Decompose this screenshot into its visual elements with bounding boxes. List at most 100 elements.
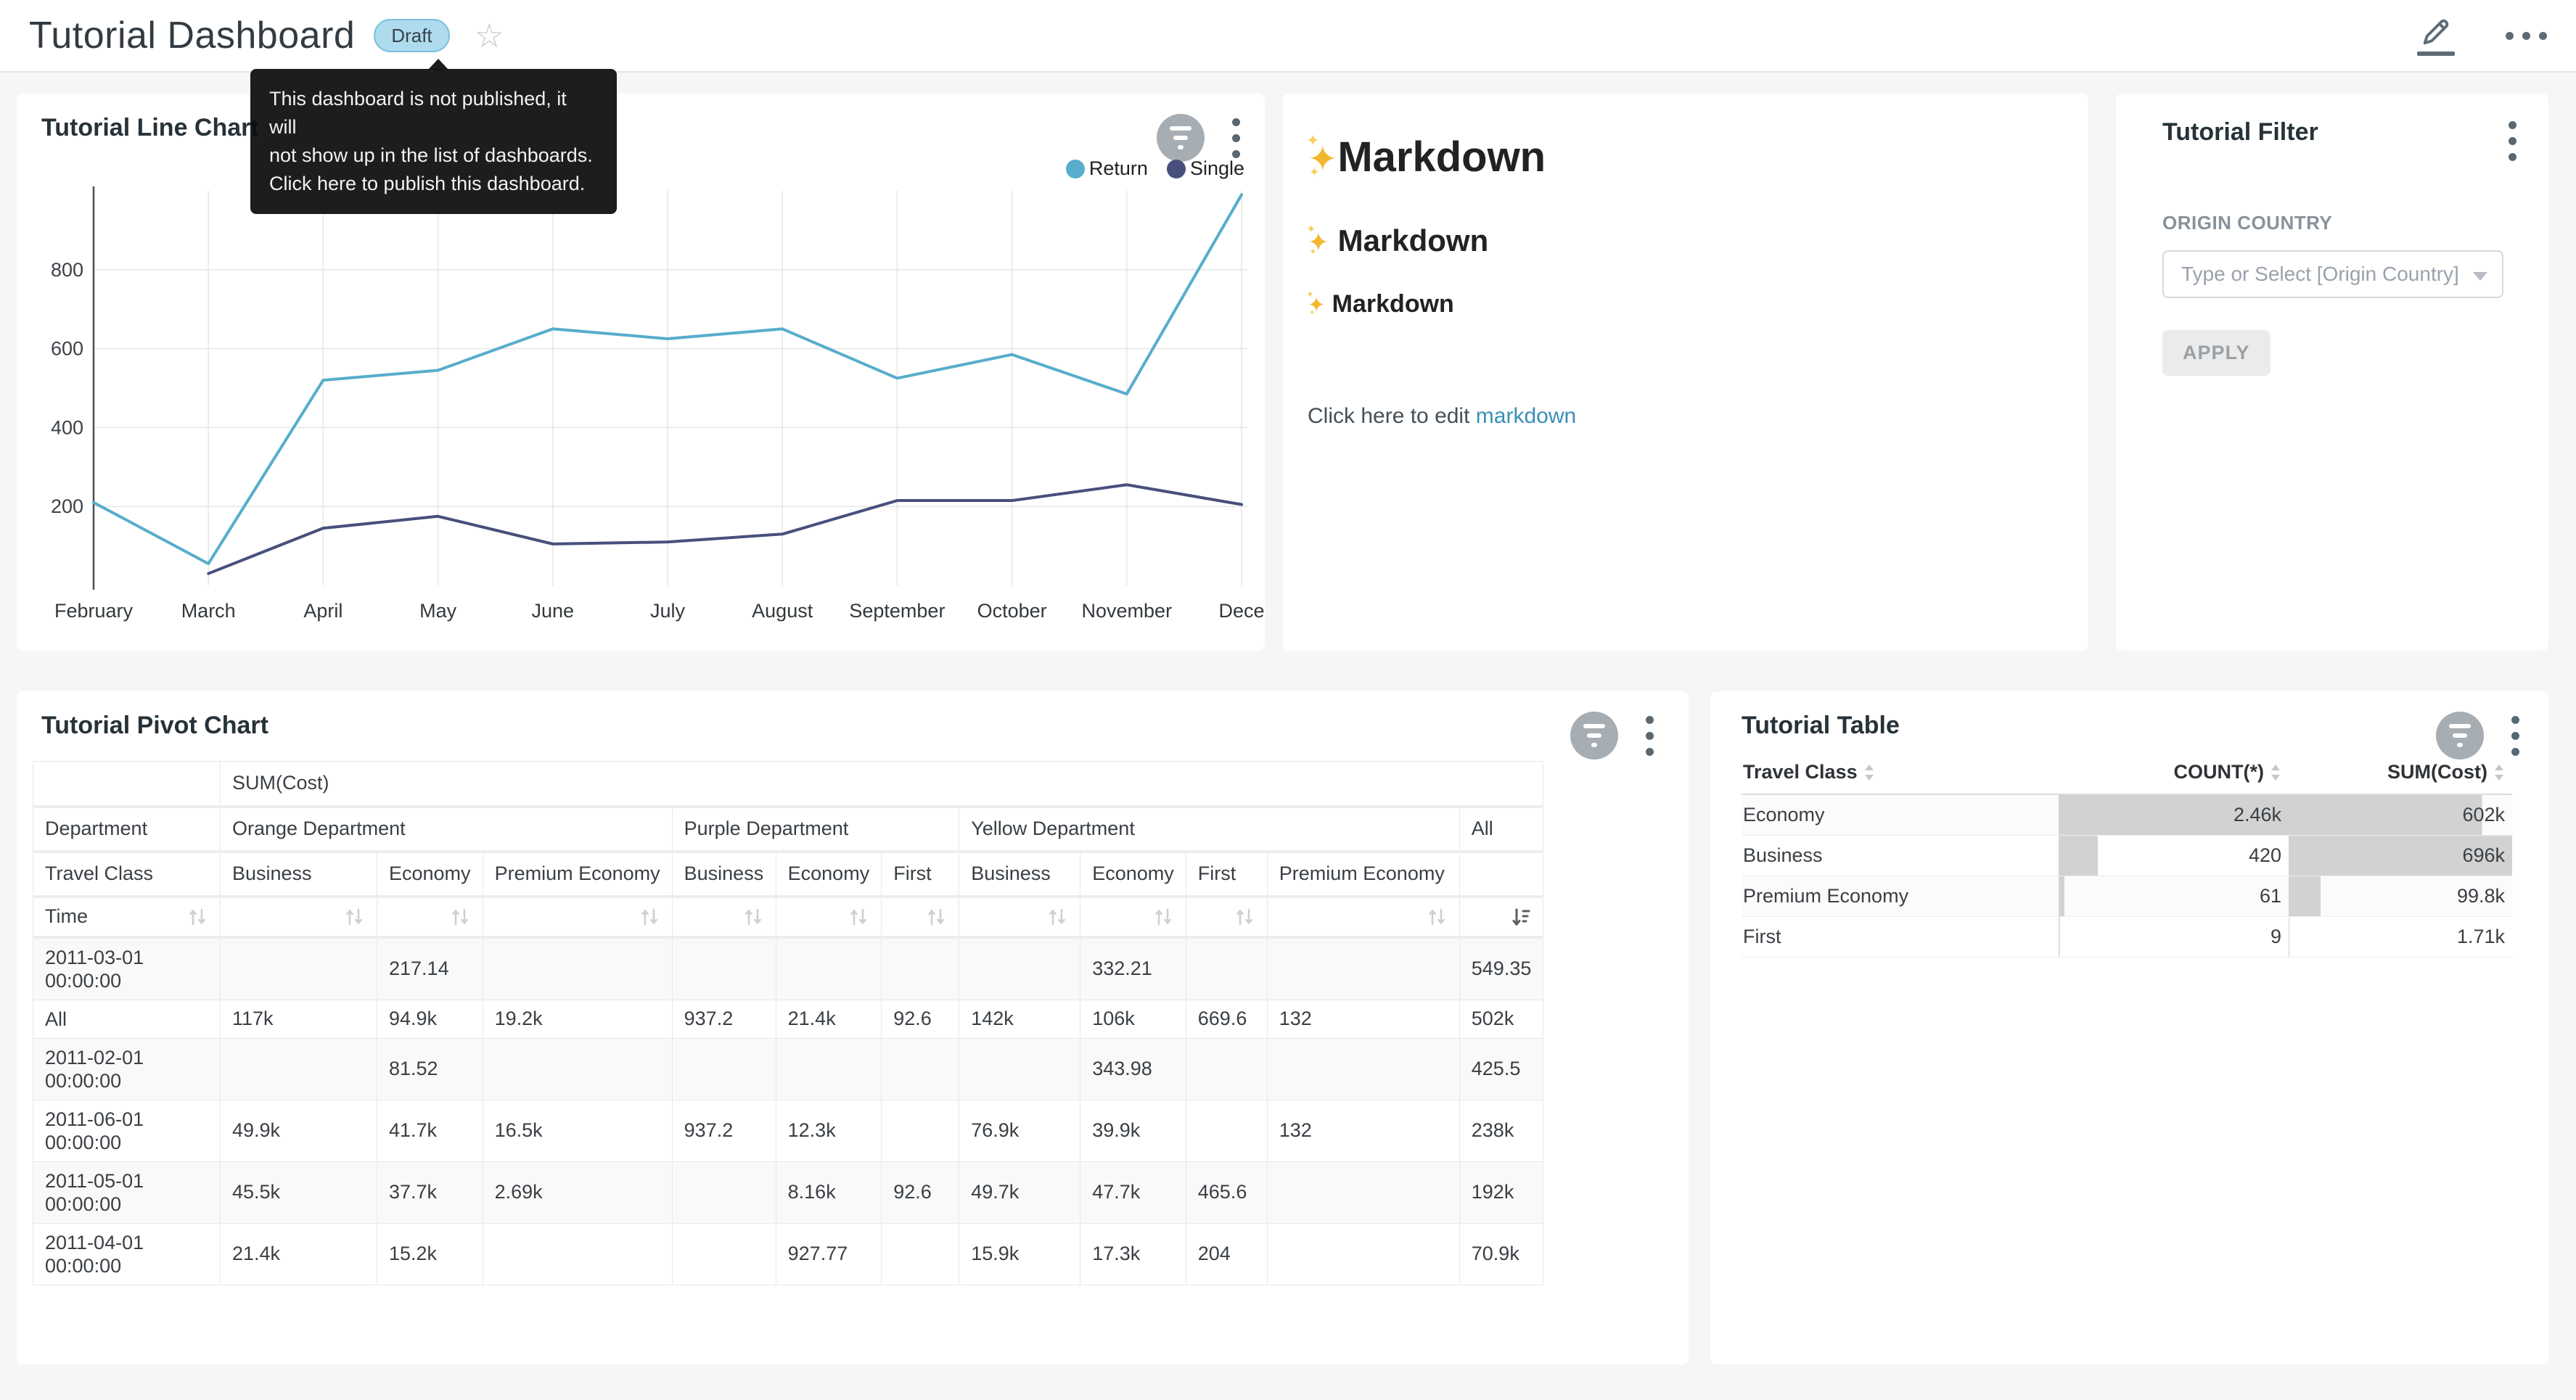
travel-class-cell: Business <box>1742 835 2059 876</box>
legend-item-single[interactable]: Single <box>1166 157 1244 180</box>
sort-icon[interactable] <box>1046 905 1068 928</box>
travel-class-cell: First <box>1742 916 2059 958</box>
pivot-value-cell: 21.4k <box>220 1222 377 1285</box>
pivot-value-cell: 21.4k <box>775 999 882 1039</box>
pivot-value-cell: 106k <box>1080 999 1186 1039</box>
pivot-value-cell: 132 <box>1266 1099 1460 1162</box>
pivot-value-cell <box>482 1222 673 1285</box>
origin-country-select[interactable]: Type or Select [Origin Country] <box>2162 250 2503 298</box>
pivot-value-cell: 39.9k <box>1080 1099 1186 1162</box>
pivot-sort-header[interactable] <box>881 896 960 939</box>
table-column-header[interactable]: SUM(Cost) <box>2289 752 2512 795</box>
pivot-value-cell: 332.21 <box>1080 936 1186 1000</box>
sort-icon[interactable] <box>449 905 471 928</box>
pivot-class-header: Premium Economy <box>1266 851 1460 898</box>
pivot-sort-header[interactable] <box>959 896 1081 939</box>
pivot-value-cell <box>1266 936 1460 1000</box>
sparkles-icon: ✦ ✦ ✦ <box>1306 131 1338 179</box>
pivot-sort-header[interactable] <box>220 896 377 939</box>
filter-indicator-icon[interactable] <box>1570 712 1618 759</box>
column-sort-icon[interactable] <box>2493 763 2505 782</box>
pivot-value-cell: 204 <box>1185 1222 1268 1285</box>
sort-icon[interactable] <box>848 905 869 928</box>
pivot-sort-header[interactable] <box>671 896 776 939</box>
table-column-header[interactable]: COUNT(*) <box>2059 752 2289 795</box>
pivot-sort-header[interactable] <box>1266 896 1460 939</box>
chart-menu-kebab-icon[interactable] <box>2509 713 2522 759</box>
edit-dashboard-button[interactable] <box>2417 15 2455 56</box>
pivot-sort-header[interactable] <box>1185 896 1268 939</box>
sort-icon[interactable] <box>1152 905 1174 928</box>
more-options-button[interactable] <box>2506 31 2547 40</box>
sum-cost-cell: 696k <box>2289 835 2512 876</box>
tutorial-table-grid: Travel Class COUNT(*) SUM(Cost) Economy 2.46… <box>1742 752 2512 958</box>
apply-button[interactable]: APPLY <box>2162 330 2271 376</box>
filter-title: Tutorial Filter <box>2162 118 2318 146</box>
pivot-value-cell: 927.77 <box>775 1222 882 1285</box>
pivot-sort-header[interactable] <box>1080 896 1186 939</box>
pivot-row: 2011-04-01 00:00:00 21.4k 15.2k 927.77 15.9… <box>33 1222 1544 1285</box>
svg-text:October: October <box>977 600 1047 622</box>
pivot-value-cell: 49.9k <box>220 1099 377 1162</box>
pivot-value-cell <box>775 1037 882 1100</box>
data-table: Travel Class COUNT(*) SUM(Cost) Economy 2.46… <box>1742 752 2512 958</box>
pivot-row-label: 2011-05-01 00:00:00 <box>33 1161 221 1224</box>
pivot-chart-title: Tutorial Pivot Chart <box>41 712 268 739</box>
pivot-row-label: 2011-06-01 00:00:00 <box>33 1099 221 1162</box>
pivot-value-cell: 217.14 <box>377 936 483 1000</box>
pivot-value-cell: 19.2k <box>482 999 673 1039</box>
pivot-sort-header[interactable] <box>1459 896 1544 939</box>
sort-icon[interactable] <box>343 905 365 928</box>
chart-menu-kebab-icon[interactable] <box>1643 713 1657 759</box>
filter-menu-kebab-icon[interactable] <box>2506 118 2519 164</box>
sort-icon[interactable] <box>1426 905 1448 928</box>
sort-desc-icon[interactable] <box>1509 905 1531 928</box>
column-sort-icon[interactable] <box>2270 763 2281 782</box>
table-row: Premium Economy 61 99.8k <box>1742 876 2512 917</box>
sort-icon[interactable] <box>639 905 660 928</box>
pivot-value-cell: 16.5k <box>482 1099 673 1162</box>
pivot-row: 2011-05-01 00:00:00 45.5k 37.7k 2.69k 8.16k 9… <box>33 1161 1544 1224</box>
pivot-sort-header[interactable] <box>482 896 673 939</box>
filter-indicator-icon[interactable] <box>2436 712 2484 759</box>
sum-cost-cell: 602k <box>2289 794 2512 836</box>
travel-class-cell: Economy <box>1742 794 2059 836</box>
pivot-value-cell: 47.7k <box>1080 1161 1186 1224</box>
pivot-value-cell: 502k <box>1459 999 1544 1039</box>
sort-icon[interactable] <box>742 905 764 928</box>
pivot-row: 2011-06-01 00:00:00 49.9k 41.7k 16.5k 937.2 12… <box>33 1099 1544 1162</box>
markdown-h1: ✦ ✦ ✦ Markdown <box>1306 131 1546 181</box>
pivot-sort-header[interactable] <box>775 896 882 939</box>
pivot-value-cell <box>1266 1037 1460 1100</box>
sort-icon[interactable] <box>186 905 208 928</box>
svg-text:200: 200 <box>51 495 83 517</box>
pivot-value-cell: 142k <box>959 999 1081 1039</box>
sort-icon[interactable] <box>925 905 947 928</box>
column-sort-icon[interactable] <box>1863 763 1875 782</box>
pivot-value-cell: 8.16k <box>775 1161 882 1224</box>
table-column-header[interactable]: Travel Class <box>1742 752 2059 795</box>
pivot-time-header[interactable]: Time <box>33 896 221 939</box>
pivot-value-cell <box>671 1037 776 1100</box>
sparkles-icon: ✦ ✦ ✦ <box>1306 289 1326 317</box>
pivot-value-cell: 465.6 <box>1185 1161 1268 1224</box>
star-icon[interactable]: ☆ <box>474 17 504 54</box>
tutorial-table-card: Tutorial Table Travel Class COUNT(*) SUM(C… <box>1710 691 2548 1364</box>
legend-item-return[interactable]: Return <box>1065 157 1148 180</box>
chart-menu-kebab-icon[interactable] <box>1229 115 1243 161</box>
pivot-value-cell <box>220 1037 377 1100</box>
markdown-edit-link[interactable]: markdown <box>1475 404 1577 428</box>
filter-indicator-icon[interactable] <box>1157 114 1205 162</box>
pivot-class-header <box>1459 851 1544 898</box>
pivot-sort-header[interactable] <box>377 896 483 939</box>
count-cell: 420 <box>2059 835 2289 876</box>
sort-icon[interactable] <box>1234 905 1255 928</box>
pivot-value-cell: 37.7k <box>377 1161 483 1224</box>
pivot-group-header: Yellow Department <box>959 806 1460 853</box>
svg-text:800: 800 <box>51 259 83 281</box>
pivot-value-cell <box>1266 1222 1460 1285</box>
draft-badge[interactable]: Draft <box>374 19 450 52</box>
tutorial-pivot-chart-card: Tutorial Pivot Chart SUM(Cost) Department… <box>17 691 1689 1364</box>
svg-text:March: March <box>181 600 236 622</box>
svg-text:Dece: Dece <box>1218 600 1264 622</box>
